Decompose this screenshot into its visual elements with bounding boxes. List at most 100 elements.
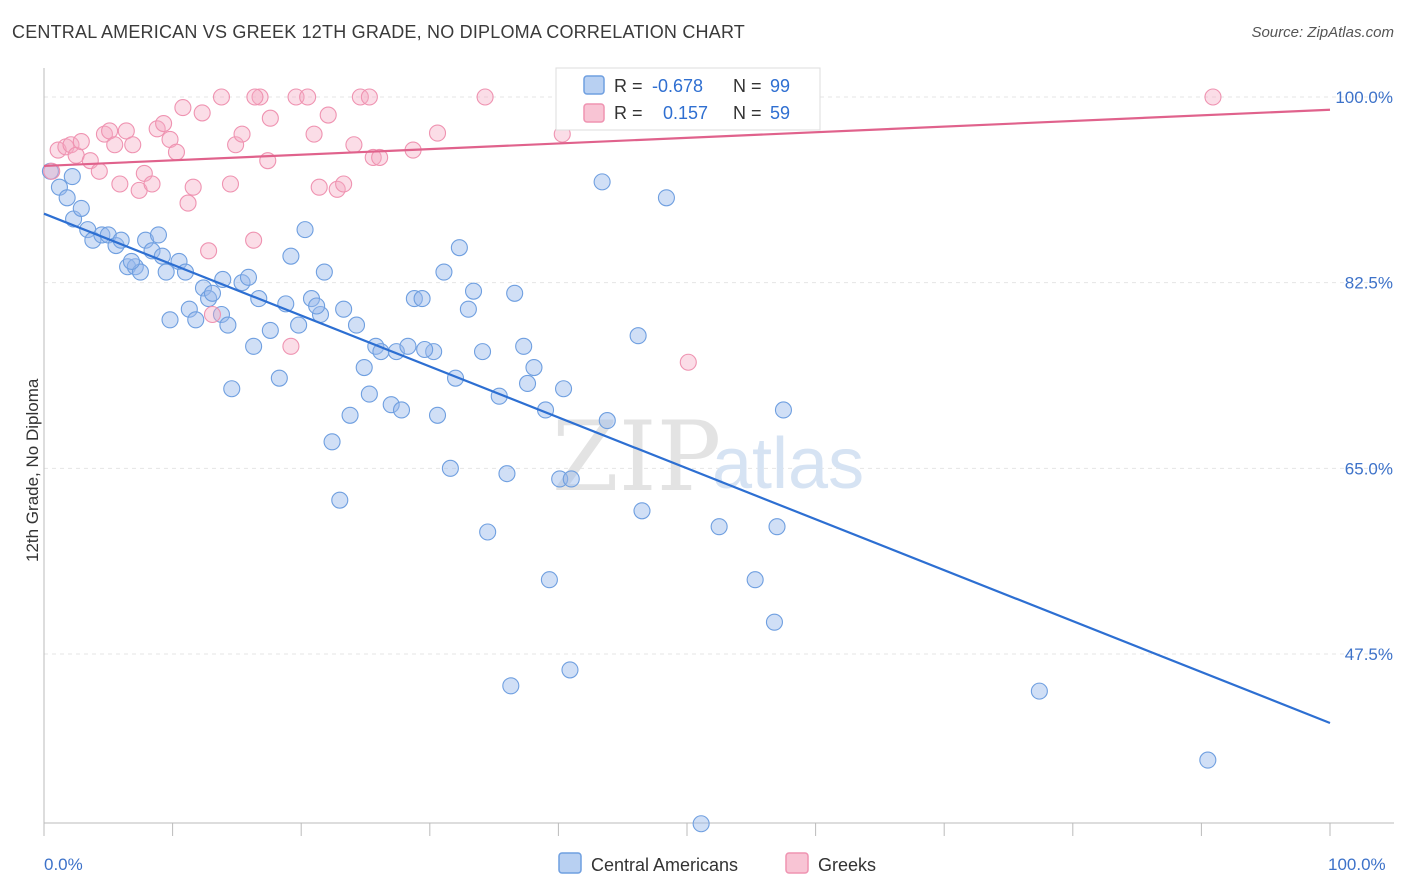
point-central-americans [593,173,611,191]
point-central-americans [149,226,168,244]
point-central-americans [180,300,198,318]
x-tick-label-end: 100.0% [1328,855,1386,874]
point-greeks [335,175,353,193]
point-central-americans [308,297,326,315]
point-greeks [167,143,186,161]
point-greeks [212,88,231,106]
point-central-americans [323,433,341,451]
point-central-americans [435,263,453,281]
point-central-americans [502,677,520,695]
y-axis-title: 12th Grade, No Diploma [23,378,42,562]
legend-n-label-pink: N = [733,103,762,123]
point-central-americans [72,199,90,217]
point-central-americans [540,571,558,589]
point-greeks [245,231,263,249]
point-central-americans [657,189,675,207]
point-central-americans [282,247,300,265]
series-central-americans [41,162,1217,833]
axes [43,68,1394,824]
point-central-americans [413,290,431,308]
point-greeks [72,133,90,151]
point-central-americans [161,311,179,329]
point-central-americans [428,406,447,424]
chart-title: CENTRAL AMERICAN VS GREEK 12TH GRADE, NO… [12,22,746,42]
legend-stats: R = -0.678 N = 99 R = 0.157 N = 59 [555,67,821,131]
point-greeks [184,178,202,196]
chart-source: Source: ZipAtlas.com [1251,24,1394,41]
point-central-americans [347,316,366,334]
point-central-americans [459,300,477,318]
point-greeks [476,88,494,106]
point-central-americans [335,300,353,318]
point-central-americans [341,406,359,424]
point-central-americans [515,337,533,355]
point-central-americans [137,231,155,249]
point-greeks [117,122,135,140]
legend-r-value-blue: -0.678 [652,76,703,96]
point-central-americans [203,284,222,302]
point-greeks [233,125,251,143]
point-greeks [1204,88,1222,106]
point-central-americans [774,401,793,419]
point-greeks [679,353,697,371]
point-central-americans [692,815,710,833]
point-central-americans [392,401,411,419]
point-central-americans [633,502,651,520]
point-central-americans [498,465,516,483]
point-greeks [155,114,173,133]
watermark-zip: ZIP [552,401,721,513]
point-central-americans [367,337,385,355]
point-greeks [251,88,269,106]
x-ticks [43,823,1331,836]
point-central-americans [382,396,400,414]
point-central-americans [212,305,231,324]
legend-swatch-greeks [785,852,809,874]
point-greeks [310,178,328,196]
point-central-americans [270,369,288,387]
point-central-americans [355,358,373,377]
legend-label-central-americans: Central Americans [591,855,738,875]
point-central-americans [219,316,237,334]
legend-n-label-blue: N = [733,76,762,96]
legend-stats-swatch-pink [583,103,605,123]
point-central-americans [261,321,279,339]
point-greeks [193,104,211,122]
point-central-americans [1199,751,1217,769]
legend-series: Central Americans Greeks [558,852,876,875]
point-central-americans [746,571,764,589]
grid-lines [44,96,1394,655]
y-tick-label: 47.5% [1345,645,1393,664]
point-greeks [124,136,142,154]
point-central-americans [554,380,573,398]
point-greeks [221,175,240,193]
point-central-americans [441,459,459,477]
point-greeks [299,88,317,106]
point-greeks [428,124,447,142]
point-greeks [345,136,363,154]
point-greeks [246,88,264,106]
y-tick-label: 82.5% [1345,274,1393,293]
point-central-americans [245,337,263,355]
point-greeks [287,88,305,106]
point-greeks [319,106,337,124]
watermark-atlas: atlas [712,424,864,504]
trend-line-greeks [43,108,1331,168]
point-greeks [179,194,197,212]
point-central-americans [122,252,140,270]
point-central-americans [296,221,314,239]
point-greeks [203,305,222,324]
point-greeks [227,136,245,154]
point-central-americans [157,263,175,281]
trend-line-central-americans [43,212,1331,724]
legend-r-label-pink: R = [614,103,643,123]
point-central-americans [765,613,783,631]
point-greeks [111,175,129,193]
point-central-americans [194,279,213,297]
point-central-americans [598,412,616,430]
point-greeks [62,136,80,154]
point-central-americans [58,189,76,207]
point-greeks [364,148,382,167]
point-greeks [351,88,369,106]
legend-stats-swatch-blue [583,75,605,95]
point-central-americans [551,470,569,488]
